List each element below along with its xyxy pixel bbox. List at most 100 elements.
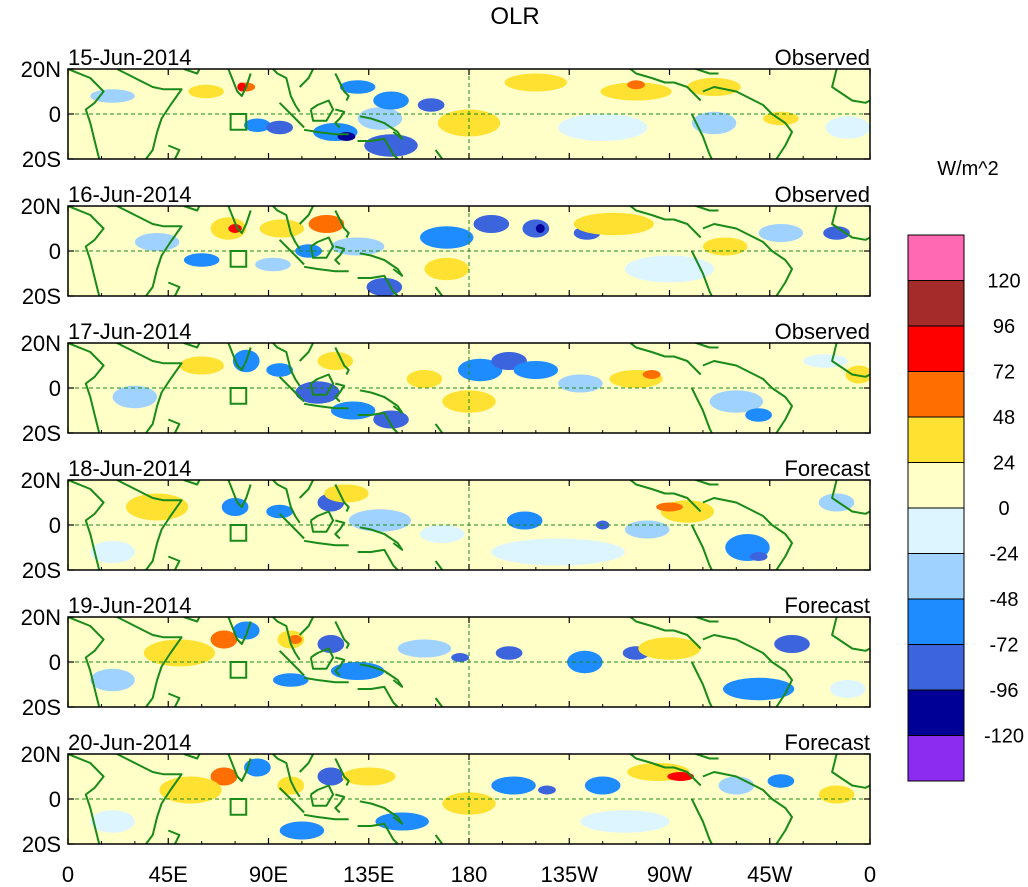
- coastline: [278, 102, 305, 129]
- olr-anomaly-blob: [580, 810, 670, 833]
- coastline: [226, 617, 252, 645]
- coastline: [298, 617, 314, 636]
- olr-anomaly-blob: [317, 352, 354, 370]
- coastline: [183, 206, 201, 212]
- olr-anomaly-blob: [125, 493, 189, 521]
- y-tick-label: 0: [49, 513, 61, 538]
- olr-anomaly-blob: [397, 639, 452, 658]
- coastline: [116, 617, 183, 707]
- olr-anomaly-blob: [406, 370, 443, 388]
- coastline: [693, 206, 719, 212]
- coastline: [334, 347, 350, 375]
- olr-anomaly-blob: [266, 120, 294, 135]
- coastline: [309, 373, 335, 396]
- coastline: [298, 343, 314, 362]
- x-tick-label: 45W: [747, 862, 792, 887]
- coastline: [334, 484, 350, 512]
- coastline: [167, 692, 181, 707]
- coastline: [628, 343, 702, 376]
- olr-anomaly-blob: [134, 233, 180, 251]
- olr-anomaly-blob: [90, 668, 135, 692]
- colorbar-swatch: [907, 462, 965, 509]
- coastline: [303, 265, 349, 273]
- olr-anomaly-blob: [495, 646, 523, 660]
- coastline: [334, 245, 346, 266]
- coastline: [434, 149, 444, 159]
- olr-anomaly-blob: [419, 525, 465, 543]
- olr-anomaly-blob: [491, 538, 625, 566]
- colorbar-swatch: [907, 735, 965, 782]
- olr-anomaly-blob: [279, 821, 325, 840]
- colorbar-swatch: [907, 598, 965, 645]
- coastline: [690, 798, 713, 844]
- coastline: [116, 69, 183, 159]
- coastline: [693, 69, 719, 75]
- coastline: [359, 800, 404, 825]
- olr-anomaly-blob: [324, 484, 369, 503]
- coastline: [831, 754, 870, 789]
- coastline: [334, 656, 346, 677]
- colorbar-swatch: [907, 689, 965, 736]
- coastline: [693, 617, 719, 623]
- olr-panel: 20N 0 20S 15-Jun-2014 Observed: [21, 45, 871, 172]
- olr-anomaly-blob: [758, 224, 804, 242]
- coastline: [68, 69, 105, 159]
- coastline: [298, 206, 314, 225]
- coastline: [334, 382, 346, 403]
- olr-anomaly-blob: [112, 385, 158, 409]
- colorbar-label: 48: [993, 407, 1015, 429]
- coastline: [278, 239, 305, 266]
- colorbar-label: -24: [990, 544, 1019, 566]
- olr-field: [68, 69, 870, 159]
- coastline: [303, 402, 349, 410]
- coastline: [628, 480, 702, 513]
- y-tick-label: 0: [49, 787, 61, 812]
- panel-date-label: 19-Jun-2014: [68, 593, 192, 618]
- olr-anomaly-blob: [584, 776, 621, 795]
- coastline: [303, 539, 349, 547]
- colorbar-swatch: [907, 280, 965, 327]
- olr-anomaly-blob: [419, 226, 474, 249]
- olr-anomaly-blob: [342, 767, 396, 786]
- coastline: [116, 206, 183, 296]
- coastline: [357, 548, 400, 570]
- olr-anomaly-blob: [188, 84, 224, 99]
- coastline: [226, 480, 252, 508]
- x-tick-label: 135W: [541, 862, 599, 887]
- coastline: [116, 754, 183, 844]
- colorbar-label: 72: [993, 362, 1015, 384]
- olr-anomaly-blob: [506, 511, 543, 530]
- olr-anomaly-blob: [504, 73, 568, 92]
- coastline: [334, 73, 350, 101]
- y-tick-label: 20N: [21, 57, 61, 82]
- coastline: [690, 113, 713, 159]
- coastline: [68, 343, 105, 433]
- olr-field: [68, 206, 870, 296]
- olr-anomaly-blob: [473, 215, 510, 233]
- y-tick-label: 0: [49, 239, 61, 264]
- coastline: [298, 480, 314, 499]
- colorbar-swatch: [907, 507, 965, 554]
- coastline: [334, 793, 346, 814]
- x-tick-label: 135E: [343, 862, 394, 887]
- coastline: [271, 343, 301, 387]
- coastline: [271, 69, 301, 113]
- coastline: [278, 787, 305, 814]
- y-tick-label: 20S: [22, 695, 61, 720]
- colorbar-label: -120: [984, 726, 1024, 748]
- olr-anomaly-blob: [417, 98, 445, 112]
- coastline: [183, 754, 201, 760]
- y-tick-label: 20S: [22, 147, 61, 172]
- olr-anomaly-blob: [357, 107, 403, 130]
- panel-kind-label: Observed: [775, 319, 870, 344]
- coastline: [309, 99, 335, 122]
- colorbar-label: -96: [990, 680, 1019, 702]
- colorbar-swatch: [907, 325, 965, 372]
- panel-kind-label: Observed: [775, 45, 870, 70]
- olr-panel: 20N 0 20S 19-Jun-2014 Forecast: [21, 593, 871, 720]
- coastline: [167, 829, 181, 844]
- olr-anomaly-blob: [179, 356, 224, 375]
- colorbar-label: 96: [993, 316, 1015, 338]
- colorbar-swatch: [907, 371, 965, 418]
